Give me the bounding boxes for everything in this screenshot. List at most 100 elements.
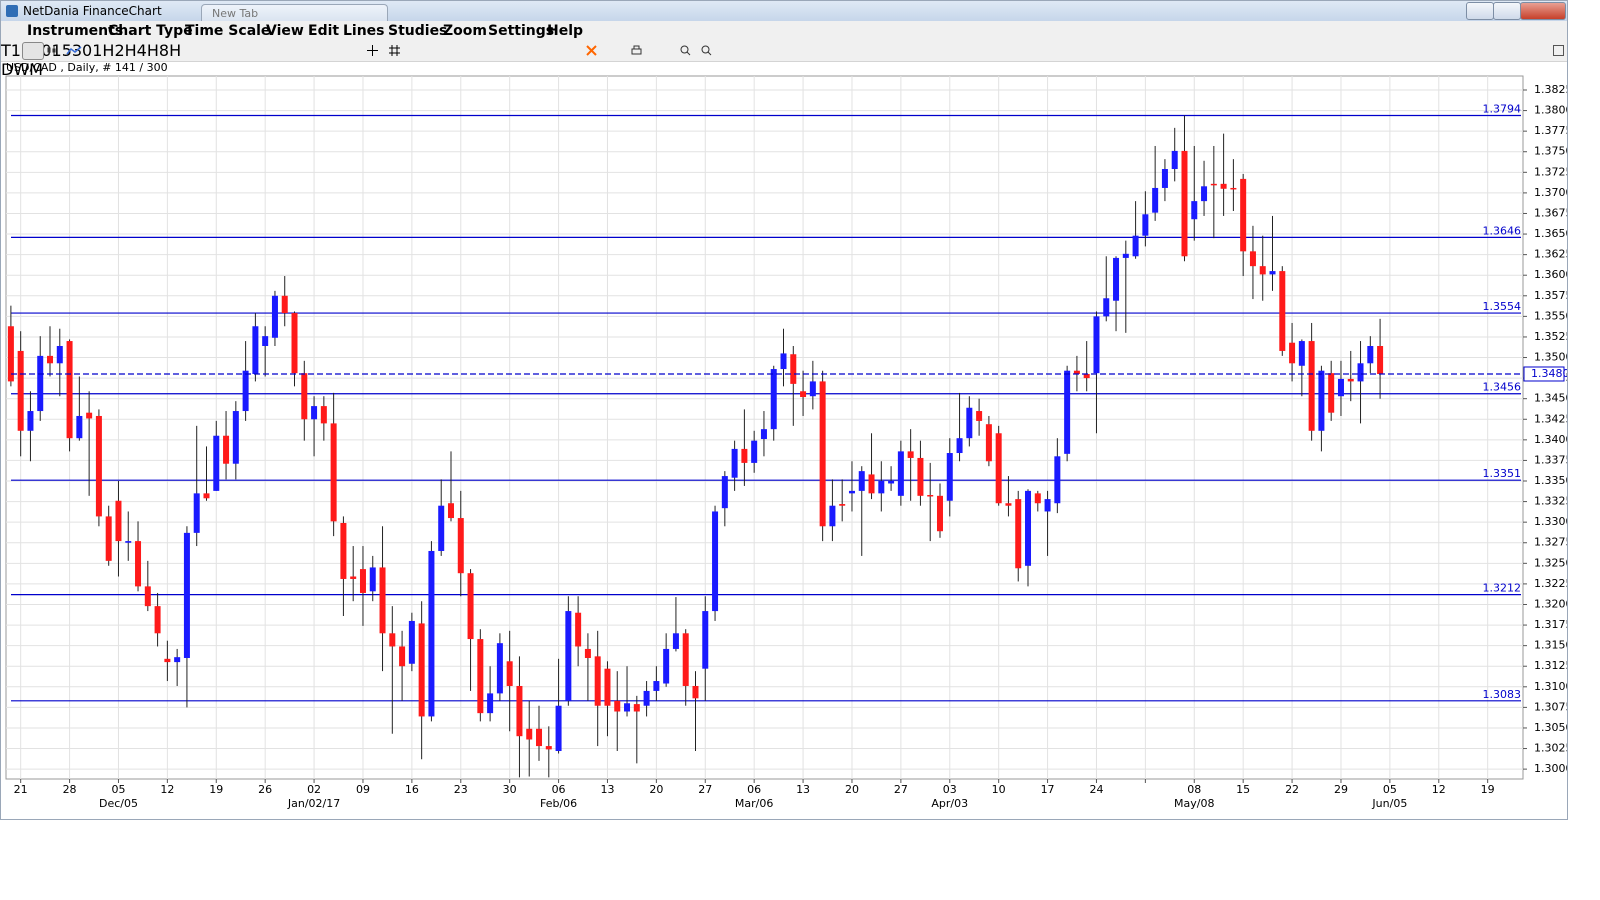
candle-body bbox=[809, 381, 816, 397]
candle-body bbox=[164, 658, 171, 663]
timescale-button[interactable]: M bbox=[29, 60, 43, 79]
menu-item[interactable]: View bbox=[266, 23, 304, 39]
candle-body bbox=[1152, 187, 1159, 213]
candle-body bbox=[526, 728, 533, 740]
y-tick-label: 1.3425 bbox=[1534, 412, 1567, 425]
timescale-button[interactable]: 2H bbox=[114, 41, 137, 60]
candle-body bbox=[496, 643, 503, 694]
candle-body bbox=[956, 438, 963, 454]
timescale-button[interactable]: 15 bbox=[51, 41, 72, 60]
y-tick-label: 1.3450 bbox=[1534, 392, 1567, 405]
x-tick-label: 05 bbox=[1383, 783, 1397, 796]
candle-body bbox=[487, 693, 494, 714]
print-icon[interactable] bbox=[631, 45, 642, 56]
candle-body bbox=[242, 370, 249, 412]
y-tick-label: 1.3500 bbox=[1534, 351, 1567, 364]
candle-body bbox=[1318, 370, 1325, 431]
timescale-button[interactable]: W bbox=[13, 60, 30, 79]
timescale-button[interactable]: D bbox=[1, 60, 14, 79]
candle-body bbox=[1357, 363, 1364, 382]
candle-body bbox=[927, 495, 934, 497]
zoom-in-icon[interactable] bbox=[680, 45, 691, 56]
menu-item[interactable]: Edit bbox=[308, 23, 340, 39]
candle-body bbox=[819, 381, 826, 527]
candle-body bbox=[936, 495, 943, 532]
minimize-button[interactable] bbox=[1466, 2, 1494, 20]
candle-body bbox=[536, 728, 543, 747]
y-tick-label: 1.3025 bbox=[1534, 742, 1567, 755]
timescale-button[interactable]: 30 bbox=[71, 41, 93, 60]
panel-icon[interactable] bbox=[1553, 45, 1564, 56]
candle-body bbox=[575, 612, 582, 647]
menu-item[interactable]: Lines bbox=[343, 23, 385, 39]
candle-body bbox=[105, 516, 112, 561]
candle-body bbox=[1005, 503, 1012, 506]
candle-body bbox=[1249, 251, 1256, 267]
candle-body bbox=[389, 633, 396, 647]
x-tick-label: 24 bbox=[1089, 783, 1103, 796]
delete-icon[interactable] bbox=[586, 45, 597, 56]
level-label: 1.3083 bbox=[1483, 688, 1522, 701]
candle-body bbox=[262, 336, 269, 347]
zoom-out-icon[interactable] bbox=[701, 45, 712, 56]
x-tick-label: 05 bbox=[111, 783, 125, 796]
y-tick-label: 1.3775 bbox=[1534, 124, 1567, 137]
x-tick-label: 27 bbox=[698, 783, 712, 796]
menu-item[interactable]: Chart Type bbox=[108, 23, 193, 39]
candle-body bbox=[56, 346, 63, 364]
x-tick-label: 02 bbox=[307, 783, 321, 796]
candle-body bbox=[897, 451, 904, 496]
candle-body bbox=[369, 567, 376, 592]
candle-body bbox=[1367, 346, 1374, 364]
candle-body bbox=[154, 606, 161, 634]
candle-body bbox=[692, 685, 699, 699]
candle-body bbox=[770, 369, 777, 430]
browser-tab[interactable]: New Tab bbox=[201, 4, 388, 22]
candle-body bbox=[506, 661, 513, 686]
close-button[interactable] bbox=[1520, 2, 1566, 20]
menu-item[interactable]: Settings bbox=[488, 23, 555, 39]
candle-body bbox=[760, 429, 767, 440]
x-tick-label: 26 bbox=[258, 783, 272, 796]
candle-icon[interactable] bbox=[47, 45, 58, 56]
y-tick-label: 1.3200 bbox=[1534, 597, 1567, 610]
timescale-button[interactable]: 1H bbox=[92, 41, 115, 60]
candle-body bbox=[47, 355, 54, 364]
candle-body bbox=[1328, 373, 1335, 413]
candle-body bbox=[418, 623, 425, 717]
chart-title: USD/CAD , Daily, # 141 / 300 bbox=[6, 61, 168, 74]
maximize-button[interactable] bbox=[1493, 2, 1521, 20]
candle-body bbox=[584, 648, 591, 658]
menu-item[interactable]: Zoom bbox=[443, 23, 487, 39]
y-tick-label: 1.3825 bbox=[1534, 83, 1567, 96]
candle-body bbox=[614, 700, 621, 712]
candle-body bbox=[1308, 341, 1315, 431]
candle-body bbox=[731, 448, 738, 478]
candle-body bbox=[1220, 183, 1227, 189]
y-tick-label: 1.3575 bbox=[1534, 289, 1567, 302]
timescale-button[interactable]: 8H bbox=[158, 41, 182, 60]
candle-body bbox=[115, 500, 122, 542]
menu-item[interactable]: Help bbox=[547, 23, 584, 39]
menu-item[interactable]: Studies bbox=[388, 23, 448, 39]
month-label: Jan/02/17 bbox=[287, 797, 340, 810]
menu-item[interactable]: Instruments bbox=[27, 23, 124, 39]
bar-chart-button[interactable] bbox=[22, 42, 44, 60]
candle-body bbox=[985, 424, 992, 462]
candle-body bbox=[359, 569, 366, 593]
menu-item[interactable]: Time Scale bbox=[185, 23, 271, 39]
line-icon[interactable] bbox=[66, 45, 82, 56]
grid-icon[interactable] bbox=[389, 45, 400, 56]
timescale-button[interactable]: 1 bbox=[10, 41, 21, 60]
x-tick-label: 17 bbox=[1041, 783, 1055, 796]
timescale-button[interactable]: 4H bbox=[136, 41, 159, 60]
candle-body bbox=[1113, 257, 1120, 301]
month-label: Apr/03 bbox=[931, 797, 968, 810]
candle-body bbox=[66, 341, 73, 439]
x-tick-label: 15 bbox=[1236, 783, 1250, 796]
crosshair-icon[interactable] bbox=[367, 45, 378, 56]
y-tick-label: 1.3050 bbox=[1534, 721, 1567, 734]
y-tick-label: 1.3625 bbox=[1534, 248, 1567, 261]
y-tick-label: 1.3675 bbox=[1534, 206, 1567, 219]
timescale-button[interactable]: T bbox=[1, 41, 11, 60]
